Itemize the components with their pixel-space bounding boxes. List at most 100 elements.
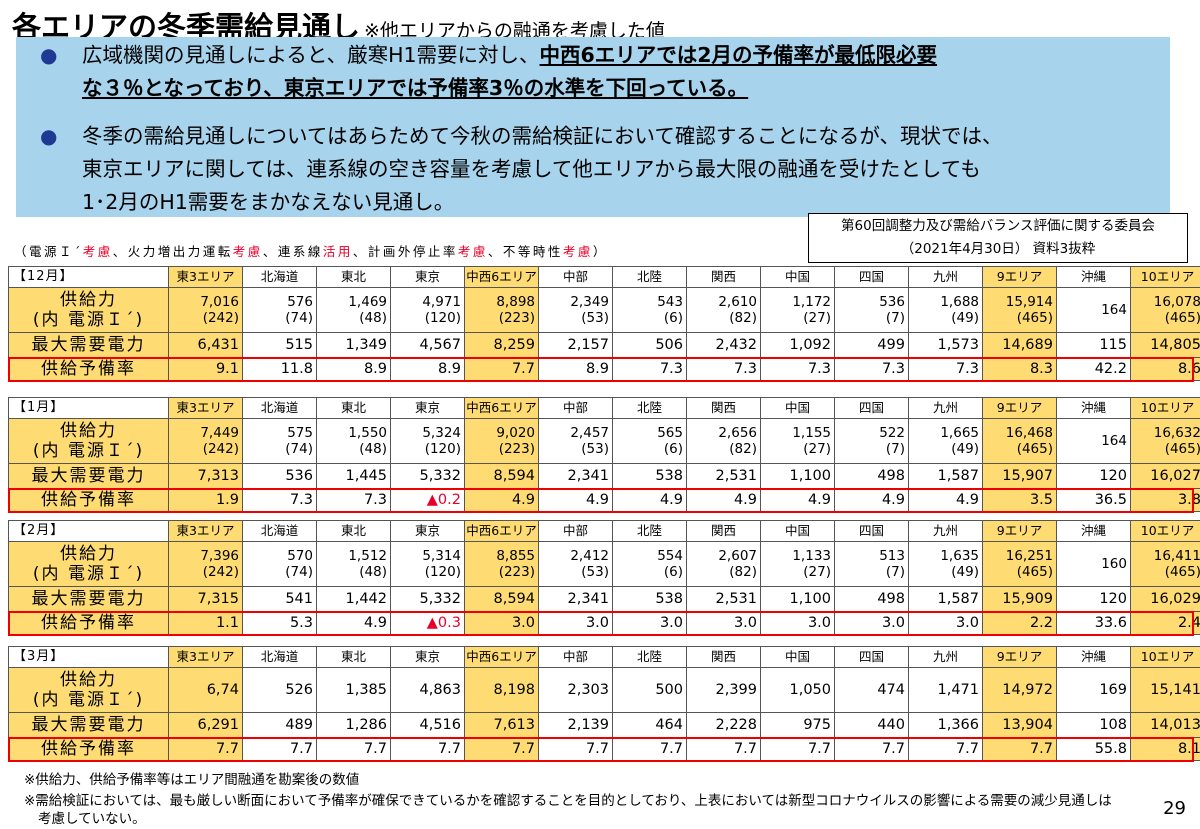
- reserve-row: 供給予備率 1.9 7.3 7.3 ▲0.2 4.9 4.9 4.9 4.9 4.9 4.9 4.9 3…: [8, 488, 1200, 512]
- month-table: 【2月】 東3エリア 北海道 東北 東京 中西6エリア 中部 北陸 関西 中国 四国 九州 9エリア 沖縄…: [8, 520, 1200, 635]
- supply-sub-label: (内 電源Ｉ´): [32, 441, 145, 461]
- supply-cell: 4,971 (120): [390, 287, 465, 333]
- supply-cell: 8,855 (223): [464, 541, 539, 587]
- area-header: 四国: [834, 266, 909, 288]
- supply-cell: 1,385: [316, 667, 391, 713]
- supply-cell: 2,610 (82): [686, 287, 761, 333]
- supply-cell: 1,133 (27): [760, 541, 835, 587]
- demand-cell: 1,100: [760, 463, 835, 489]
- row-label-reserve: 供給予備率: [8, 611, 169, 635]
- supply-value: 500: [655, 682, 683, 698]
- supply-sub-value: (465): [1164, 310, 1200, 326]
- supply-sub-value: (27): [803, 564, 831, 580]
- source-line2: （2021年4月30日） 資料3抜粋: [900, 241, 1096, 257]
- reserve-cell: 8.9: [390, 357, 465, 381]
- demand-row: 最大需要電力 7,315 541 1,442 5,332 8,594 2,341 538 2,5…: [8, 586, 1200, 612]
- reserve-cell: 5.3: [242, 611, 317, 635]
- summary-box: ● 広域機関の見通しによると、厳寒H1需要に対し、中西6エリアでは2月の予備率が…: [16, 37, 1170, 217]
- area-header: 沖縄: [1056, 520, 1131, 542]
- supply-sub-label: (内 電源Ｉ´): [32, 564, 145, 584]
- supply-cell: 2,607 (82): [686, 541, 761, 587]
- demand-cell: 538: [612, 463, 687, 489]
- demand-cell: 108: [1056, 712, 1131, 738]
- demand-cell: 2,531: [686, 463, 761, 489]
- reserve-cell: 36.5: [1056, 488, 1131, 512]
- reserve-cell: 3.0: [908, 611, 983, 635]
- reserve-cell: 2.2: [982, 611, 1057, 635]
- supply-sub-value: (49): [951, 310, 979, 326]
- supply-sub-value: (6): [663, 441, 683, 457]
- supply-sub-value: (242): [202, 441, 239, 457]
- reserve-cell: 7.3: [908, 357, 983, 381]
- reserve-cell: 11.8: [242, 357, 317, 381]
- supply-value: 2,656: [718, 425, 757, 441]
- supply-value: 7,396: [200, 548, 239, 564]
- row-label-reserve: 供給予備率: [8, 737, 169, 761]
- demand-cell: 2,432: [686, 332, 761, 358]
- supply-label: 供給力: [60, 421, 117, 441]
- reserve-cell: 8.1: [1130, 737, 1200, 761]
- supply-sub-value: (82): [729, 310, 757, 326]
- reserve-cell: 7.3: [686, 357, 761, 381]
- demand-cell: 1,587: [908, 463, 983, 489]
- reserve-cell: 7.3: [242, 488, 317, 512]
- reserve-cell: 4.9: [686, 488, 761, 512]
- reserve-cell: 1.1: [168, 611, 243, 635]
- demand-cell: 7,613: [464, 712, 539, 738]
- demand-row: 最大需要電力 7,313 536 1,445 5,332 8,594 2,341 538 2,5…: [8, 463, 1200, 489]
- demand-cell: 499: [834, 332, 909, 358]
- supply-cell: 164: [1056, 287, 1131, 333]
- supply-cell: 526: [242, 667, 317, 713]
- area-header: 関西: [686, 266, 761, 288]
- supply-sub-value: (6): [663, 310, 683, 326]
- reserve-cell: 3.0: [686, 611, 761, 635]
- supply-sub-value: (53): [581, 564, 609, 580]
- area-header: 東3エリア: [168, 397, 243, 419]
- supply-sub-value: (465): [1016, 564, 1053, 580]
- reserve-cell: ▲0.3: [390, 611, 465, 635]
- demand-cell: 1,573: [908, 332, 983, 358]
- supply-cell: 1,050: [760, 667, 835, 713]
- reserve-row: 供給予備率 9.1 11.8 8.9 8.9 7.7 8.9 7.3 7.3 7.3 7.3 7.3 8…: [8, 357, 1200, 381]
- supply-row: 供給力 (内 電源Ｉ´) 6,74 526 1,385 4,863 8,198 2,303 50…: [8, 667, 1200, 713]
- demand-cell: 2,341: [538, 463, 613, 489]
- supply-value: 543: [657, 294, 683, 310]
- supply-sub-value: (82): [729, 564, 757, 580]
- area-header: 中部: [538, 397, 613, 419]
- supply-value: 1,133: [792, 548, 831, 564]
- area-header: 中国: [760, 266, 835, 288]
- reserve-cell: 7.7: [982, 737, 1057, 761]
- row-label-demand: 最大需要電力: [8, 586, 169, 612]
- supply-value: 576: [287, 294, 313, 310]
- demand-cell: 498: [834, 463, 909, 489]
- supply-cell: 2,457 (53): [538, 418, 613, 464]
- header-row: 【3月】 東3エリア 北海道 東北 東京 中西6エリア 中部 北陸 関西 中国 四国 九州 9エリア 沖縄…: [8, 646, 1200, 668]
- supply-sub-value: (7): [885, 564, 905, 580]
- footnote-2a: ※需給検証においては、最も厳しい断面において予備率が確保できているかを確認するこ…: [24, 793, 1112, 809]
- area-header: 9エリア: [982, 266, 1057, 288]
- area-header: 東3エリア: [168, 520, 243, 542]
- supply-sub-value: (7): [885, 310, 905, 326]
- supply-sub-value: (48): [359, 564, 387, 580]
- reserve-cell: 8.9: [316, 357, 391, 381]
- supply-cell: 1,688 (49): [908, 287, 983, 333]
- reserve-cell: 3.8: [1130, 488, 1200, 512]
- supply-cell: 575 (74): [242, 418, 317, 464]
- demand-cell: 5,332: [390, 586, 465, 612]
- area-header: 関西: [686, 397, 761, 419]
- demand-cell: 1,445: [316, 463, 391, 489]
- supply-value: 1,155: [792, 425, 831, 441]
- supply-cell: 16,411 (465): [1130, 541, 1200, 587]
- supply-cell: 1,512 (48): [316, 541, 391, 587]
- area-header: 9エリア: [982, 646, 1057, 668]
- supply-sub-value: (242): [202, 564, 239, 580]
- supply-sub-value: (7): [885, 441, 905, 457]
- area-header: 東北: [316, 520, 391, 542]
- supply-value: 2,457: [570, 425, 609, 441]
- reserve-cell: 7.7: [464, 737, 539, 761]
- supply-value: 526: [285, 682, 313, 698]
- area-header: 中部: [538, 520, 613, 542]
- supply-value: 16,411: [1153, 548, 1200, 564]
- row-label-demand: 最大需要電力: [8, 463, 169, 489]
- demand-cell: 14,013: [1130, 712, 1200, 738]
